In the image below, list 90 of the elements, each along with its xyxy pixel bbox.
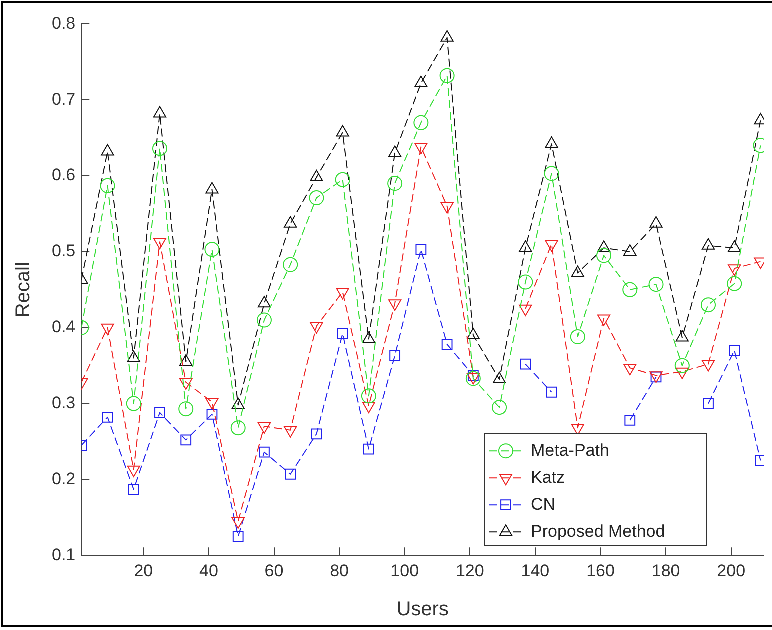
point: [362, 332, 376, 344]
y-tick-label: 0.2: [52, 469, 76, 488]
legend-label: Proposed Method: [531, 522, 666, 541]
point: [440, 30, 454, 42]
point: [335, 172, 350, 188]
point: [650, 216, 663, 228]
point: [700, 298, 716, 313]
point: [258, 296, 272, 308]
x-tick-label: 20: [134, 561, 154, 580]
point: [596, 248, 612, 264]
y-tick-label: 0.5: [52, 242, 76, 261]
point: [571, 266, 584, 278]
point: [153, 106, 167, 118]
point: [416, 244, 427, 256]
point: [232, 517, 245, 529]
y-tick-label: 0.8: [52, 14, 76, 33]
point: [622, 282, 638, 298]
point: [546, 386, 558, 398]
y-tick-label: 0.1: [52, 545, 76, 564]
point: [492, 400, 508, 416]
point: [520, 358, 532, 370]
x-tick-label: 60: [264, 561, 284, 580]
point: [518, 274, 534, 290]
point: [285, 468, 296, 480]
y-axis-title: Recall: [12, 262, 35, 318]
x-tick-label: 40: [200, 561, 218, 580]
point: [440, 68, 455, 84]
point: [206, 408, 218, 420]
legend-label: Meta-Path: [531, 440, 610, 460]
point: [126, 396, 142, 412]
point: [519, 240, 532, 252]
point: [206, 182, 219, 194]
point: [336, 125, 350, 137]
x-tick-label: 140: [521, 561, 550, 580]
point: [256, 312, 272, 328]
point: [204, 242, 220, 258]
point: [390, 350, 401, 362]
point: [284, 216, 298, 228]
point: [570, 329, 586, 344]
point: [442, 339, 453, 350]
legend-label: Katz: [531, 468, 566, 487]
y-tick-label: 0.7: [52, 90, 76, 109]
point: [648, 277, 664, 292]
x-tick-label: 160: [586, 561, 615, 580]
point: [128, 484, 140, 496]
y-tick-label: 0.3: [52, 393, 76, 412]
x-axis-title: Users: [396, 598, 449, 621]
point: [310, 170, 324, 182]
point: [178, 402, 194, 417]
point: [259, 446, 270, 458]
point: [102, 412, 114, 423]
point: [676, 330, 689, 342]
point: [152, 141, 168, 156]
point: [729, 345, 740, 356]
point: [388, 176, 403, 192]
point: [414, 115, 429, 130]
point: [702, 238, 716, 250]
point: [101, 144, 114, 156]
legend-label: CN: [531, 494, 556, 514]
point: [180, 354, 193, 366]
y-tick-label: 0.4: [52, 318, 76, 337]
point: [283, 257, 298, 272]
point: [703, 398, 714, 410]
point: [414, 76, 428, 88]
point: [361, 388, 376, 404]
point: [388, 146, 402, 158]
point: [309, 190, 324, 206]
x-tick-label: 120: [456, 561, 484, 580]
point: [311, 428, 322, 440]
point: [180, 434, 192, 446]
point: [674, 358, 690, 374]
point: [624, 415, 636, 426]
x-tick-label: 200: [717, 561, 746, 580]
point: [127, 350, 140, 362]
point: [100, 178, 116, 194]
point: [597, 240, 611, 252]
point: [337, 328, 348, 340]
point: [363, 444, 374, 455]
point: [544, 166, 560, 182]
point: [230, 420, 246, 436]
point: [727, 276, 742, 292]
y-tick-label: 0.6: [52, 166, 76, 185]
x-tick-label: 80: [330, 561, 350, 580]
point: [232, 531, 244, 542]
point: [728, 240, 742, 252]
x-tick-label: 180: [652, 561, 680, 580]
point: [624, 244, 637, 256]
point: [545, 136, 558, 148]
point: [154, 407, 166, 418]
x-tick-label: 100: [390, 561, 420, 580]
